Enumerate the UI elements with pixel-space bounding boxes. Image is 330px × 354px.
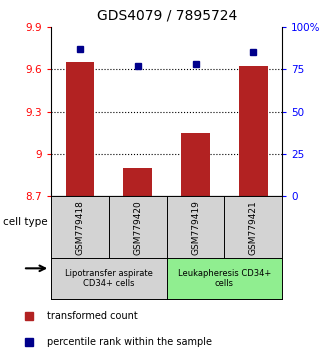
Text: Leukapheresis CD34+
cells: Leukapheresis CD34+ cells (178, 269, 271, 289)
Text: GSM779419: GSM779419 (191, 200, 200, 255)
Text: Lipotransfer aspirate
CD34+ cells: Lipotransfer aspirate CD34+ cells (65, 269, 153, 289)
Text: cell type: cell type (3, 217, 47, 227)
Bar (123, 168, 152, 196)
Text: percentile rank within the sample: percentile rank within the sample (47, 337, 212, 347)
Bar (181, 133, 210, 196)
Text: transformed count: transformed count (47, 311, 138, 321)
Bar (239, 66, 268, 196)
Text: GSM779418: GSM779418 (76, 200, 84, 255)
Bar (66, 62, 94, 196)
Text: GSM779421: GSM779421 (249, 200, 258, 255)
Text: GSM779420: GSM779420 (133, 200, 142, 255)
Title: GDS4079 / 7895724: GDS4079 / 7895724 (96, 8, 237, 23)
